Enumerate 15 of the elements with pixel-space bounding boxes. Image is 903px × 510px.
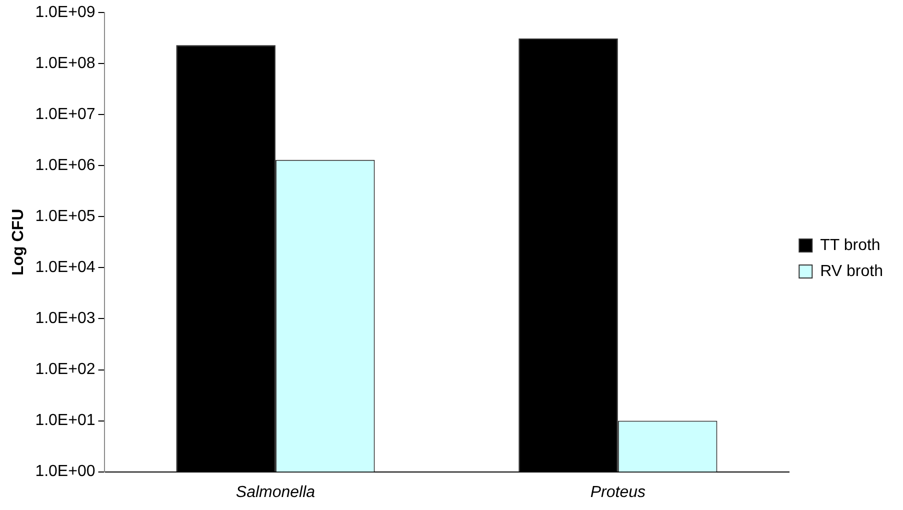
legend-label: RV broth [820,262,884,280]
legend-label: TT broth [820,236,880,254]
y-tick-label: 1.0E+03 [35,310,96,328]
y-tick-label: 1.0E+08 [35,55,96,72]
y-axis-title: Log CFU [10,208,28,276]
y-tick-label: 1.0E+09 [35,4,96,22]
x-tick-label: Proteus [590,484,646,501]
y-tick-label: 1.0E+00 [35,463,96,480]
y-tick-label: 1.0E+02 [35,361,96,378]
y-tick-label: 1.0E+07 [35,106,96,124]
y-tick-label: 1.0E+05 [35,208,96,226]
x-tick-label: Salmonella [236,484,316,501]
y-tick-label: 1.0E+01 [35,412,96,430]
y-tick-label: 1.0E+04 [35,259,96,276]
y-tick-label: 1.0E+06 [35,157,96,174]
